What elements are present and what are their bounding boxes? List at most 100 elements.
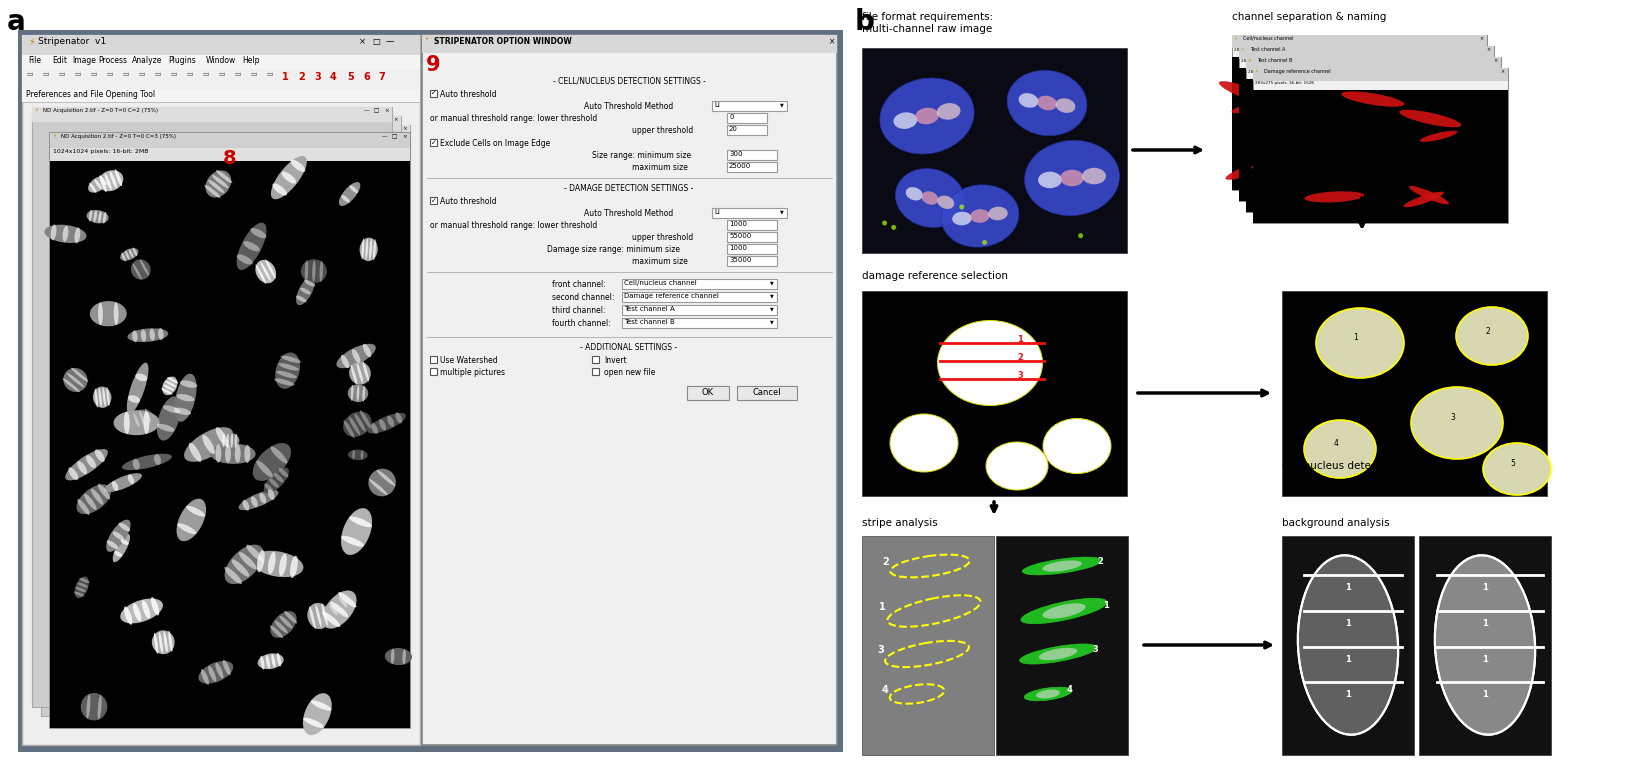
Ellipse shape (122, 253, 126, 262)
Text: Image: Image (72, 56, 95, 65)
Ellipse shape (74, 591, 84, 597)
Ellipse shape (1315, 308, 1404, 378)
FancyBboxPatch shape (41, 116, 401, 716)
Ellipse shape (89, 210, 92, 221)
Ellipse shape (277, 653, 281, 667)
FancyBboxPatch shape (727, 162, 777, 172)
Ellipse shape (144, 409, 151, 423)
Text: 4: 4 (1067, 684, 1072, 694)
Text: third channel:: third channel: (552, 306, 606, 315)
Ellipse shape (284, 611, 297, 623)
Ellipse shape (151, 630, 174, 654)
Ellipse shape (236, 254, 253, 265)
Ellipse shape (235, 445, 241, 463)
Ellipse shape (118, 523, 130, 531)
Ellipse shape (199, 661, 233, 684)
Text: 55000: 55000 (729, 233, 752, 239)
Ellipse shape (212, 175, 228, 188)
Ellipse shape (246, 545, 264, 562)
Text: ×: × (402, 134, 407, 139)
Ellipse shape (1300, 129, 1368, 145)
Ellipse shape (882, 221, 887, 226)
Ellipse shape (342, 536, 365, 546)
Ellipse shape (296, 277, 315, 305)
Ellipse shape (353, 450, 355, 459)
Ellipse shape (100, 175, 107, 192)
Ellipse shape (988, 207, 1008, 221)
Text: 2: 2 (1016, 353, 1023, 362)
Text: STRIPENATOR OPTION WINDOW: STRIPENATOR OPTION WINDOW (433, 37, 571, 46)
Text: ▭: ▭ (154, 70, 161, 76)
Ellipse shape (1246, 107, 1300, 124)
Ellipse shape (225, 545, 264, 584)
Ellipse shape (1036, 690, 1059, 698)
Ellipse shape (892, 225, 897, 230)
Text: ×: × (358, 37, 366, 46)
FancyBboxPatch shape (1282, 536, 1414, 755)
Ellipse shape (209, 180, 225, 193)
Ellipse shape (236, 223, 266, 270)
FancyBboxPatch shape (727, 220, 777, 230)
FancyBboxPatch shape (862, 291, 1126, 496)
Text: 1: 1 (1483, 691, 1488, 699)
Text: 20: 20 (729, 126, 737, 132)
Ellipse shape (1021, 598, 1107, 623)
Ellipse shape (271, 446, 287, 463)
Ellipse shape (44, 224, 87, 243)
Text: Test channel B: Test channel B (1258, 58, 1292, 63)
Ellipse shape (938, 103, 961, 120)
Ellipse shape (1023, 557, 1102, 575)
Ellipse shape (131, 409, 153, 427)
Ellipse shape (371, 423, 378, 434)
Ellipse shape (351, 365, 358, 385)
Text: ⚡: ⚡ (1248, 58, 1251, 63)
Ellipse shape (76, 587, 85, 592)
Ellipse shape (388, 416, 394, 427)
FancyBboxPatch shape (713, 101, 787, 111)
Text: —: — (386, 37, 394, 46)
Text: Li: Li (714, 102, 719, 108)
Ellipse shape (125, 251, 130, 259)
Ellipse shape (363, 385, 365, 401)
Ellipse shape (281, 172, 296, 184)
Text: Help: Help (241, 56, 259, 65)
Text: 2: 2 (1097, 556, 1103, 565)
Ellipse shape (200, 669, 209, 685)
Ellipse shape (369, 479, 388, 495)
Ellipse shape (366, 239, 368, 260)
Ellipse shape (103, 212, 107, 224)
Ellipse shape (266, 259, 276, 278)
FancyBboxPatch shape (1246, 79, 1501, 212)
Ellipse shape (140, 411, 144, 425)
Ellipse shape (1061, 169, 1084, 186)
Ellipse shape (253, 443, 291, 481)
Ellipse shape (310, 700, 332, 710)
FancyBboxPatch shape (1232, 35, 1488, 190)
FancyBboxPatch shape (727, 232, 777, 242)
Text: 7: 7 (378, 72, 384, 82)
Text: Analyze: Analyze (131, 56, 163, 65)
Ellipse shape (120, 539, 128, 545)
Text: ⚡: ⚡ (1241, 47, 1245, 52)
Ellipse shape (230, 433, 233, 448)
Ellipse shape (250, 228, 266, 238)
Text: 6: 6 (363, 72, 369, 82)
Ellipse shape (391, 649, 394, 664)
FancyBboxPatch shape (593, 368, 599, 375)
Ellipse shape (154, 633, 158, 654)
FancyBboxPatch shape (1240, 68, 1494, 201)
Text: 1: 1 (1345, 619, 1351, 628)
Text: ×: × (1493, 58, 1498, 63)
Text: Exclude Cells on Image Edge: Exclude Cells on Image Edge (440, 139, 550, 148)
FancyBboxPatch shape (713, 208, 787, 218)
Text: 1000: 1000 (729, 221, 747, 227)
Text: ⚡: ⚡ (1254, 69, 1258, 74)
Ellipse shape (1025, 140, 1120, 216)
FancyBboxPatch shape (422, 35, 837, 745)
Text: ✓: ✓ (430, 140, 437, 146)
Ellipse shape (163, 405, 181, 413)
Text: Cell/nucleus channel: Cell/nucleus channel (624, 280, 696, 286)
Text: Auto Threshold Method: Auto Threshold Method (585, 102, 673, 111)
Text: ×: × (392, 117, 397, 122)
Ellipse shape (304, 718, 323, 728)
